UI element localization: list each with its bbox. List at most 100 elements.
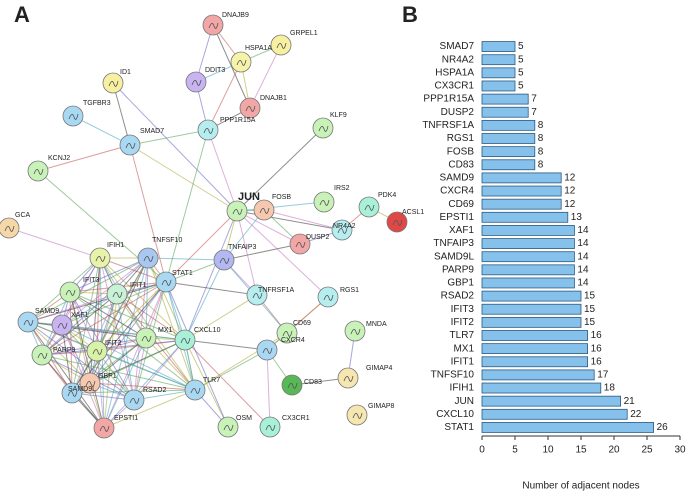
value-label: 14	[577, 225, 589, 236]
node-glyph	[232, 208, 243, 215]
node-label: RSAD2	[143, 387, 166, 394]
bar	[481, 80, 516, 92]
network-edge	[129, 144, 167, 283]
value-label: 22	[630, 409, 642, 420]
bar	[481, 330, 588, 341]
network-node	[106, 283, 128, 305]
bar	[481, 41, 516, 52]
bar	[481, 198, 562, 210]
network-node	[184, 379, 206, 401]
network-edge	[147, 257, 225, 261]
value-label: 12	[564, 186, 576, 197]
bar	[481, 211, 569, 223]
network-node	[27, 160, 49, 182]
node-label: GBP1	[98, 373, 117, 380]
network-edge	[41, 354, 196, 391]
node-label: SAMD9	[35, 308, 59, 315]
value-label: 15	[584, 304, 596, 315]
y-tick-label: CXCR4	[440, 186, 474, 197]
node-glyph	[67, 390, 78, 397]
network-edge	[236, 210, 343, 231]
node-glyph	[318, 125, 329, 132]
network-node	[202, 14, 224, 36]
node-glyph	[295, 241, 306, 248]
y-tick-label: SMAD7	[440, 41, 475, 52]
network-edge	[236, 201, 325, 212]
y-tick-label: CD83	[448, 159, 474, 170]
y-tick-label: IFIT1	[451, 356, 475, 367]
node-glyph	[161, 279, 172, 286]
network-node	[358, 196, 380, 218]
network-node	[135, 327, 157, 349]
value-label: 16	[591, 343, 603, 354]
y-tick-label: FOSB	[447, 146, 475, 157]
network-edge	[69, 257, 149, 293]
x-tick-label: 10	[542, 445, 554, 456]
node-glyph	[323, 294, 334, 301]
value-label: 14	[577, 278, 589, 289]
y-tick-label: TNFSF10	[431, 370, 475, 381]
bar	[481, 382, 602, 394]
network-edge	[133, 339, 186, 401]
bar	[481, 133, 536, 144]
node-glyph	[141, 335, 152, 342]
y-tick-label: MX1	[453, 343, 474, 354]
bar	[481, 67, 516, 79]
node-label: IRS2	[334, 185, 350, 192]
node-glyph	[364, 204, 375, 211]
network-edge	[61, 324, 91, 384]
network-node	[185, 71, 207, 93]
node-glyph	[287, 382, 298, 389]
network-edge	[236, 210, 329, 298]
node-label: HSPA1A	[245, 45, 272, 52]
node-glyph	[352, 412, 363, 419]
node-label: ACSL1	[402, 209, 424, 216]
network-edge	[129, 129, 209, 146]
network-edge	[103, 339, 186, 429]
node-glyph	[245, 105, 256, 112]
node-label: IFIT1	[130, 282, 146, 289]
network-edge	[133, 337, 147, 401]
bar	[481, 93, 529, 105]
node-glyph	[85, 380, 96, 387]
node-glyph	[208, 22, 219, 29]
y-tick-label: RSAD2	[441, 291, 475, 302]
network-node	[289, 233, 311, 255]
network-edge	[27, 281, 167, 323]
bar	[481, 422, 655, 433]
y-tick-label: IFIT2	[451, 317, 475, 328]
value-label: 13	[571, 212, 583, 223]
panel-label: B	[402, 2, 418, 27]
y-tick-label: CX3CR1	[435, 81, 475, 92]
value-label: 17	[597, 370, 609, 381]
node-label: KLF9	[330, 112, 347, 119]
network-node	[259, 416, 281, 438]
network-node	[123, 389, 145, 411]
node-label: CX3CR1	[282, 415, 310, 422]
node-glyph	[92, 348, 103, 355]
bar	[481, 251, 575, 263]
bar	[481, 369, 595, 381]
bar	[481, 172, 562, 184]
node-glyph	[4, 225, 15, 232]
network-edge	[249, 44, 282, 109]
network-edge	[184, 339, 229, 428]
network-node	[386, 211, 408, 233]
network-edge	[236, 127, 324, 212]
node-label: IFIT2	[105, 340, 121, 347]
network-node	[256, 339, 278, 361]
value-label: 16	[591, 330, 603, 341]
y-tick-label: HSPA1A	[435, 67, 474, 78]
network-node	[137, 247, 159, 269]
network-node	[86, 340, 108, 362]
network-edge	[207, 129, 238, 212]
node-label: ID1	[120, 69, 131, 76]
node-label: MX1	[158, 327, 173, 334]
bar	[481, 356, 588, 368]
network-edge	[145, 257, 149, 339]
y-tick-label: GBP1	[447, 278, 474, 289]
value-label: 5	[518, 81, 524, 92]
value-label: 15	[584, 291, 596, 302]
node-glyph	[203, 127, 214, 134]
node-label: FOSB	[272, 194, 291, 201]
